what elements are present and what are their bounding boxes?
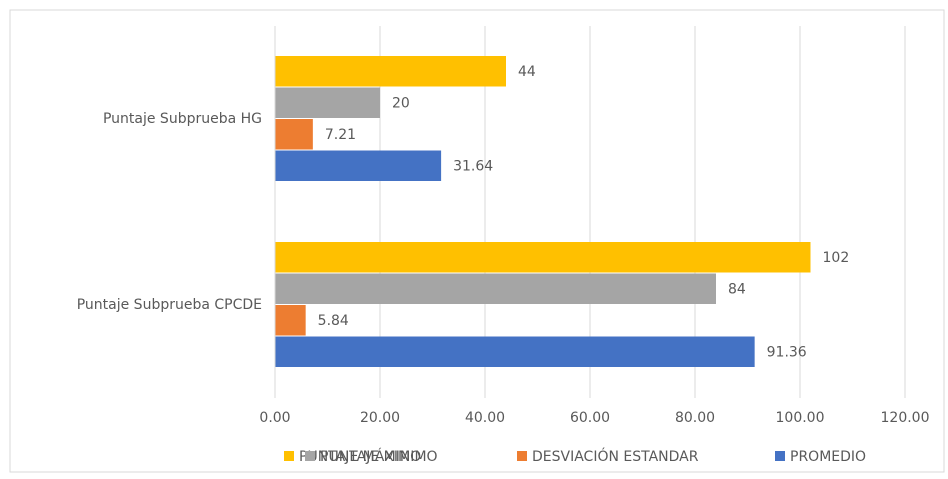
data-label: 31.64 [453, 158, 493, 174]
x-tick-label: 100.00 [776, 410, 825, 426]
data-label: 102 [823, 250, 850, 266]
category-label: Puntaje Subprueba CPCDE [77, 297, 262, 313]
bar [275, 119, 313, 150]
legend-label: DESVIACIÓN ESTANDAR [532, 447, 699, 465]
chart-border [9, 9, 945, 473]
bar [275, 273, 716, 304]
bar [275, 56, 506, 87]
x-tick-label: 20.00 [360, 410, 400, 426]
bar [275, 242, 811, 273]
category-label: Puntaje Subprueba HG [103, 111, 262, 127]
data-label: 7.21 [325, 127, 356, 143]
legend-swatch [284, 451, 294, 461]
x-tick-label: 60.00 [570, 410, 610, 426]
legend-swatch [775, 451, 785, 461]
data-label: 5.84 [318, 313, 349, 329]
legend-label: PROMEDIO [790, 449, 866, 465]
legend-swatch [305, 451, 315, 461]
data-label: 91.36 [767, 344, 807, 360]
bar [275, 87, 380, 118]
bar [275, 150, 442, 181]
data-label: 20 [392, 95, 410, 111]
data-label: 44 [518, 64, 536, 80]
x-tick-label: 40.00 [465, 410, 505, 426]
data-label: 84 [728, 281, 746, 297]
bar [275, 305, 306, 336]
x-tick-label: 120.00 [881, 410, 930, 426]
x-tick-label: 0.00 [259, 410, 290, 426]
bar [275, 336, 755, 367]
legend-swatch [517, 451, 527, 461]
x-tick-label: 80.00 [675, 410, 715, 426]
legend-label: PUNTAJE MÁXIMO [299, 448, 421, 465]
legend-label: PUNTAJE MINIMO [320, 449, 438, 465]
